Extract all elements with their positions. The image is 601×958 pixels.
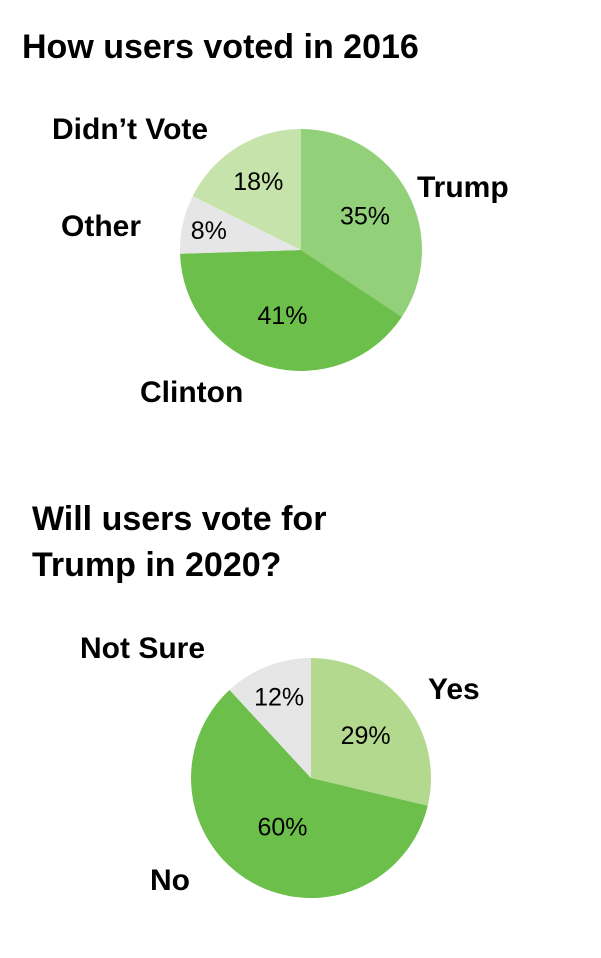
chart-2016-slices — [180, 129, 423, 372]
pie-slice-trump — [301, 129, 423, 317]
chart-2020-category-labels: Yes No Not Sure — [80, 632, 480, 897]
value-label-clinton: 41% — [257, 302, 307, 330]
pie-slice-other — [180, 196, 301, 254]
pie-slice-didn-t-vote — [192, 129, 301, 250]
value-label-other: 8% — [191, 217, 227, 245]
value-label-no: 60% — [257, 814, 307, 842]
pie-slice-yes — [311, 658, 432, 806]
label-other: Other — [61, 210, 141, 243]
chart-2016-value-labels: 35% 41% 8%18% — [191, 168, 390, 330]
chart-2020-title-line-1: Will users vote for — [32, 500, 326, 538]
chart-2020-value-labels: 29% 60% 12% — [254, 683, 391, 841]
label-yes: Yes — [428, 673, 480, 706]
label-trump: Trump — [417, 171, 509, 204]
chart-2016-category-labels: Trump Clinton Other Didn’t Vote — [52, 113, 509, 409]
pie-slice-clinton — [180, 250, 402, 372]
label-didnt-vote: Didn’t Vote — [52, 113, 208, 146]
value-label-trump: 35% — [340, 203, 390, 231]
chart-2020: Will users vote for Trump in 2020? 29% 60… — [32, 500, 480, 898]
value-label-not-sure: 12% — [254, 683, 304, 711]
chart-2016: How users voted in 2016 35% 41% 8%18% Trum… — [22, 28, 509, 409]
label-no: No — [150, 864, 190, 897]
pie-slice-no — [191, 689, 428, 898]
chart-2016-title: How users voted in 2016 — [22, 28, 419, 66]
value-label-didn-t-vote: 18% — [233, 168, 283, 196]
value-label-yes: 29% — [341, 722, 391, 750]
chart-2020-slices — [191, 658, 432, 898]
label-clinton: Clinton — [140, 376, 243, 409]
label-not-sure: Not Sure — [80, 632, 205, 665]
chart-2020-title-line-2: Trump in 2020? — [32, 546, 281, 584]
pie-slice-not-sure — [229, 658, 311, 778]
